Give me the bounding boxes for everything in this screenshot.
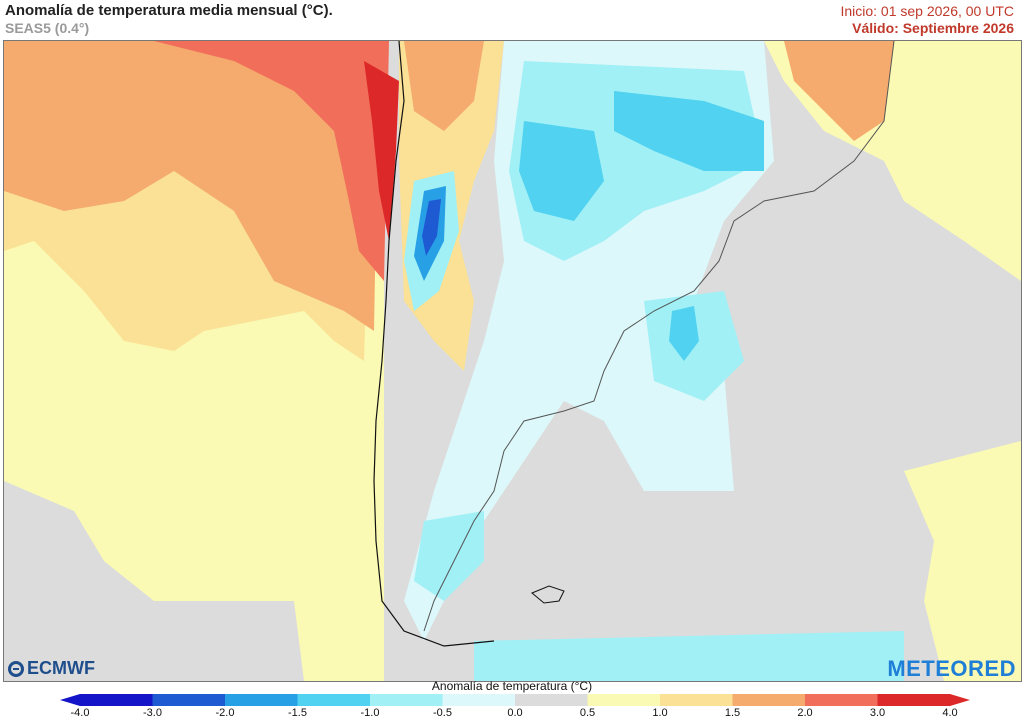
colorbar-arrow-high — [950, 694, 970, 706]
brazil-moderate-cool-region — [614, 91, 764, 171]
uruguay-coast-moderate-cool-spot — [669, 306, 699, 361]
meteored-logo: METEORED — [887, 656, 1016, 681]
colorbar-tick-label: 1.5 — [724, 707, 741, 719]
colorbar-tick-label: -2.0 — [215, 707, 235, 719]
south-atlantic-weak-warm-patch — [904, 441, 1021, 681]
colorbar-tick-label: -1.0 — [360, 707, 380, 719]
colorbar-segment — [877, 694, 951, 706]
brazil-moderate-warm-region — [784, 41, 894, 141]
colorbar-tick-label: 1.0 — [652, 707, 668, 719]
colorbar-segment — [370, 694, 443, 706]
legend-title: Anomalía de temperatura (°C) — [431, 679, 593, 693]
paraguay-moderate-cool-region — [519, 121, 604, 221]
colorbar-arrow-low — [60, 694, 80, 706]
colorbar-segment — [732, 694, 806, 706]
colorbar — [60, 694, 970, 706]
pacific-strong-warm-region — [154, 41, 389, 281]
drake-passage-cool-region — [474, 631, 904, 681]
colorbar-segments — [60, 694, 970, 706]
colorbar-tick-label: 0.0 — [507, 707, 523, 719]
colorbar-tick-label: -1.5 — [288, 707, 307, 719]
colorbar-segment — [297, 694, 371, 706]
colorbar-tick-label: 2.0 — [797, 707, 813, 719]
colorbar-segment — [515, 694, 588, 706]
map-title: Anomalía de temperatura media mensual (°… — [5, 2, 333, 19]
central-andes-extreme-cool-spot — [422, 199, 441, 256]
colorbar-segment — [225, 694, 298, 706]
colorbar-tick-label: -0.5 — [433, 707, 452, 719]
model-label: SEAS5 (0.4°) — [5, 20, 90, 36]
colorbar-tick-label: -3.0 — [143, 707, 162, 719]
colorbar-segment — [80, 694, 153, 706]
valid-period: Válido: Septiembre 2026 — [852, 20, 1014, 36]
pacific-moderate-warm-region — [4, 41, 379, 331]
falkland-islands — [531, 585, 565, 604]
init-time: Inicio: 01 sep 2026, 00 UTC — [840, 3, 1014, 19]
colorbar-segment — [442, 694, 516, 706]
colorbar-tick-label: 3.0 — [869, 707, 886, 719]
colorbar-segment — [152, 694, 226, 706]
map-canvas — [4, 41, 1021, 681]
colorbar-segment — [587, 694, 661, 706]
colorbar-tick-label: -4.0 — [70, 707, 90, 719]
south-america-west-coastline — [373, 41, 495, 647]
anomaly-map[interactable] — [3, 40, 1022, 682]
ecmwf-logo-text: ECMWF — [27, 658, 95, 678]
colorbar-tick-label: 4.0 — [942, 707, 958, 719]
patagonia-cool-region — [414, 511, 484, 601]
andes-moderate-warm-band — [404, 41, 484, 131]
colorbar-tick-label: 0.5 — [579, 707, 596, 719]
ecmwf-logo-icon — [8, 660, 24, 677]
south-america-east-coastline — [423, 41, 895, 632]
pacific-extreme-warm-strip — [364, 61, 399, 241]
colorbar-segment — [660, 694, 733, 706]
colorbar-segment — [805, 694, 878, 706]
ecmwf-logo: ECMWF — [8, 658, 95, 679]
colorbar-ticks: -4.0 -3.0 -2.0 -1.5 -1.0 -0.5 0.0 0.5 1.0 1.5 2.0 3… — [0, 707, 1024, 720]
